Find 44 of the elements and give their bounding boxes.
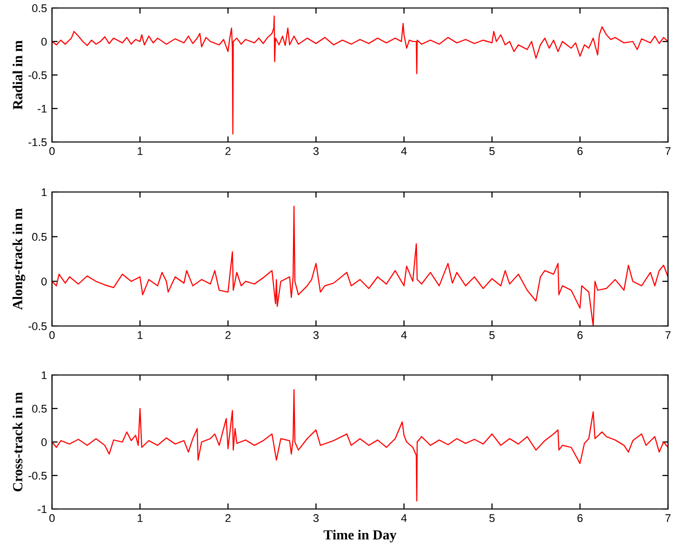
x-tick-label: 6 — [577, 331, 583, 340]
x-tick-label: 5 — [489, 514, 495, 522]
y-tick-label: 0 — [41, 438, 47, 446]
y-tick-label: 0.5 — [32, 4, 47, 12]
x-tick-label: 5 — [489, 147, 495, 156]
x-tick-label: 2 — [225, 514, 231, 522]
y-axis-title: Cross-track in m — [12, 392, 22, 492]
x-tick-label: 6 — [577, 514, 583, 522]
x-tick-label: 4 — [401, 147, 407, 155]
y-tick-label: -0.5 — [28, 472, 47, 480]
y-tick-label: -1.5 — [28, 138, 47, 146]
y-tick-label: -0.5 — [28, 71, 47, 80]
x-tick-label: 2 — [225, 147, 231, 155]
line-series — [52, 15, 668, 135]
y-tick-label: 0 — [41, 278, 47, 286]
x-tick-label: 7 — [665, 331, 671, 339]
x-tick-label: 6 — [577, 147, 583, 156]
x-tick-label: 1 — [138, 331, 143, 339]
x-tick-label: 3 — [313, 331, 319, 340]
x-tick-label: 1 — [138, 514, 143, 522]
x-tick-label: 7 — [665, 147, 671, 155]
x-tick-label: 3 — [313, 514, 319, 522]
x-tick-label: 0 — [49, 331, 55, 340]
y-tick-label: 1 — [42, 371, 47, 380]
x-tick-label: 5 — [489, 331, 495, 340]
y-tick-label: 0.5 — [32, 232, 47, 241]
y-tick-label: -1 — [38, 505, 47, 514]
x-tick-label: 1 — [138, 147, 143, 155]
x-tick-label: 7 — [665, 514, 671, 522]
y-tick-label: 1 — [42, 188, 47, 196]
x-axis-title: Time in Day — [324, 530, 396, 542]
line-series — [52, 389, 668, 502]
y-tick-label: 0 — [41, 38, 47, 46]
y-tick-label: 0.5 — [32, 404, 47, 413]
x-tick-label: 4 — [401, 331, 407, 339]
x-tick-label: 0 — [49, 514, 55, 522]
y-tick-label: -0.5 — [28, 322, 47, 330]
x-tick-label: 2 — [225, 331, 231, 339]
y-axis-title: Along-track in m — [12, 208, 26, 310]
x-tick-label: 0 — [49, 147, 55, 156]
x-tick-label: 4 — [401, 514, 407, 522]
y-tick-label: -1 — [38, 104, 47, 113]
y-axis-title: Radial in m — [12, 40, 22, 110]
x-tick-label: 3 — [313, 147, 319, 156]
